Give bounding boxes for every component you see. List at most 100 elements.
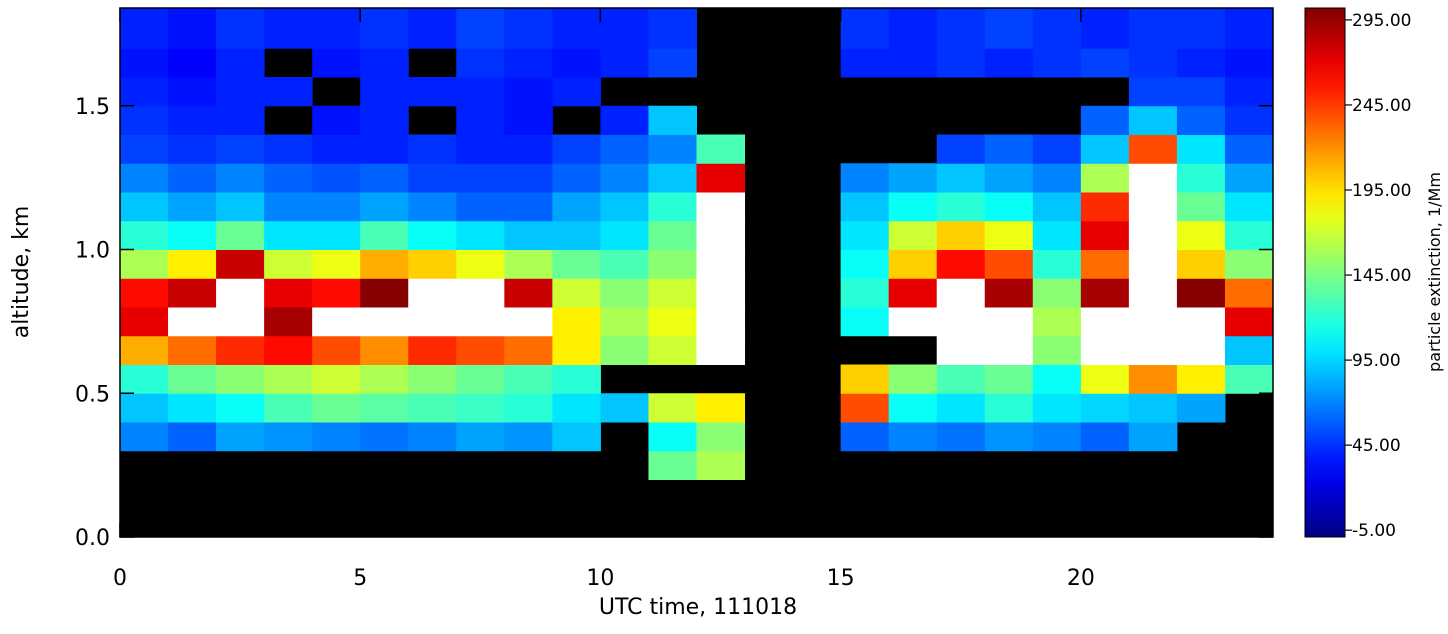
heatmap-cell [936,364,986,394]
heatmap-cell [168,364,217,394]
heatmap-cell [408,364,457,394]
heatmap-cell [168,278,217,308]
heatmap-cell [936,163,986,193]
heatmap-cell [216,393,265,423]
heatmap-cell [1032,393,1082,423]
heatmap-cell [552,307,601,337]
heatmap-cell [264,278,313,308]
heatmap-cell [312,422,361,452]
heatmap-cell [888,422,938,452]
heatmap-cell [456,77,505,107]
x-axis-label: UTC time, 111018 [599,595,797,620]
heatmap-cell [1080,134,1130,164]
heatmap-cell [504,393,553,423]
heatmap-cell [264,249,313,279]
heatmap-cell [408,278,457,308]
heatmap-cell [696,163,746,193]
heatmap-cell [504,278,553,308]
heatmap-cell [216,278,265,308]
heatmap-cell [1128,278,1178,308]
heatmap-cell [552,77,601,107]
heatmap-cell [408,77,457,107]
heatmap-cell [696,278,746,308]
heatmap-cell [600,278,649,308]
x-tick-label: 0 [113,566,127,591]
colorbar-tick-label: 45.00 [1352,436,1401,456]
heatmap-cell [456,335,505,365]
heatmap-cell [984,134,1034,164]
heatmap-cell [168,335,217,365]
heatmap-cell [168,105,217,135]
heatmap-cell [168,192,217,222]
heatmap-cell [648,393,697,423]
heatmap-cell [1224,8,1274,49]
heatmap-cell [696,192,746,222]
heatmap-cell [312,163,361,193]
colorbar-tick-label: 95.00 [1352,351,1401,371]
heatmap-cell [312,335,361,365]
heatmap-cell [552,278,601,308]
heatmap-cell [504,192,553,222]
colorbar-tick-label: 145.00 [1352,266,1411,286]
heatmap-cell [360,48,409,78]
heatmap-cell [1080,393,1130,423]
heatmap-cell [408,8,457,49]
heatmap-cell [984,249,1034,279]
heatmap-cell [888,393,938,423]
heatmap-cell [840,393,890,423]
heatmap-cell [408,134,457,164]
heatmap-cell [216,364,265,394]
heatmap-cell [1176,8,1226,49]
heatmap-cell [984,192,1034,222]
heatmap-cell [888,192,938,222]
heatmap-cell [504,134,553,164]
heatmap-cell [120,393,169,423]
y-tick-label: 0.0 [75,526,110,551]
heatmap-cell [360,105,409,135]
y-tick-label: 1.5 [75,95,110,120]
heatmap-cell [360,8,409,49]
heatmap-cell [1176,364,1226,394]
heatmap-cell [984,163,1034,193]
heatmap-cell [216,105,265,135]
heatmap-cell [264,163,313,193]
heatmap-cell [552,48,601,78]
heatmap-cell [264,220,313,250]
heatmap-cell [648,163,697,193]
heatmap-cell [984,422,1034,452]
heatmap-cell [408,307,457,337]
heatmap-cell [504,163,553,193]
heatmap-cell [168,422,217,452]
heatmap-cell [1176,163,1226,193]
heatmap-cell [360,393,409,423]
heatmap-cell [1080,220,1130,250]
heatmap-cell [120,48,169,78]
heatmap-cell [504,105,553,135]
heatmap-cell [600,48,649,78]
heatmap-cell [888,364,938,394]
heatmap-cell [1032,134,1082,164]
heatmap-cell [360,335,409,365]
heatmap-cell [1080,307,1130,337]
heatmap-cell [504,249,553,279]
heatmap-cell [696,220,746,250]
heatmap-cell [552,8,601,49]
heatmap-cell [1080,48,1130,78]
heatmap-cell [1128,48,1178,78]
heatmap-cell [600,335,649,365]
heatmap-cell [936,335,986,365]
heatmap-cell [408,163,457,193]
heatmap-cell [648,8,697,49]
heatmap-cell [1128,422,1178,452]
heatmap-cell [1032,249,1082,279]
heatmap-cell [264,307,313,337]
heatmap-cell [1128,105,1178,135]
heatmap-cell [312,134,361,164]
heatmap-cell [1224,249,1274,279]
heatmap-cell [264,8,313,49]
heatmap-cell [552,220,601,250]
heatmap-cell [1176,335,1226,365]
y-tick-label: 1.0 [75,239,110,264]
heatmap-cell [648,220,697,250]
